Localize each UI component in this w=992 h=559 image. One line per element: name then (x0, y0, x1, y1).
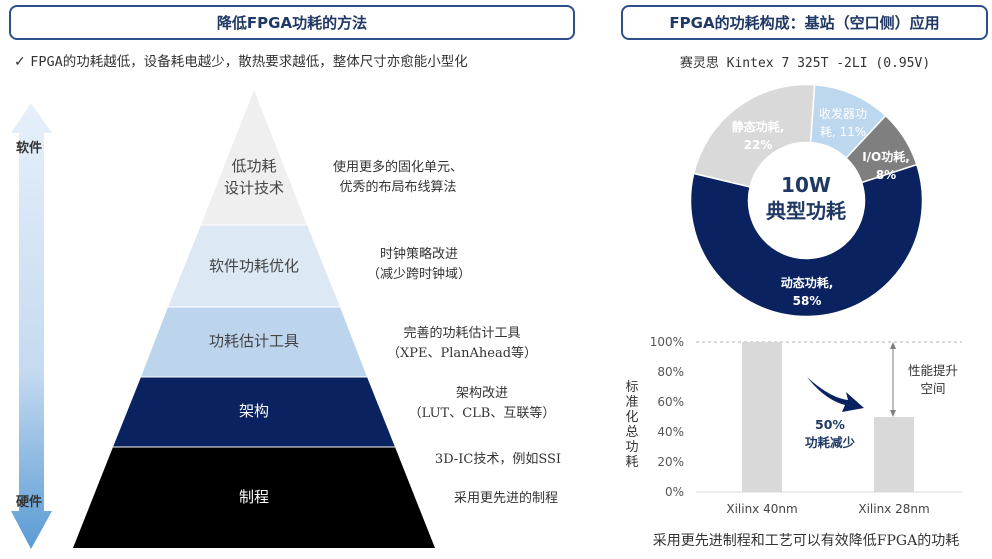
pyramid-layer-3-note: 完善的功耗估计工具 （XPE、PlanAhead等） (382, 324, 542, 364)
pyramid-layer-1 (201, 90, 307, 225)
reduction-percent: 50% (815, 417, 845, 432)
y-tick-20: 20% (657, 455, 684, 469)
donut-segment-dynamic (690, 163, 923, 317)
pyramid-layer-5-note-1: 3D-IC技术，例如SSI (434, 452, 562, 467)
segment-label-line: 8% (875, 168, 897, 182)
pyramid-layer-5 (73, 447, 435, 548)
left-panel-title-box: 降低FPGA功耗的方法 (9, 5, 575, 40)
pyramid-layer-4 (113, 377, 395, 447)
segment-label-line: 58% (792, 294, 822, 308)
pyramid-layer-5-note-2: 采用更先进的制程 (453, 491, 558, 506)
reduction-annotation: 50% 功耗减少 (790, 416, 870, 452)
bar-xilinx-28nm (874, 417, 914, 492)
y-tick-60: 60% (657, 395, 684, 409)
normalized-power-bar-chart (696, 341, 962, 493)
device-subtitle: 赛灵思 Kintex 7 325T -2LI (0.95V) (679, 56, 931, 71)
reduction-arrow-icon (807, 377, 864, 412)
pyramid-layer-4-note: 架构改进 （LUT、CLB、互联等） (402, 384, 562, 424)
headroom-line: 性能提升 (907, 363, 958, 378)
donut-center-caption: 典型功耗 (766, 199, 846, 223)
segment-label-line: 22% (743, 138, 773, 152)
pyramid-layer-1-label: 低功耗 设计技术 (194, 155, 314, 199)
software-hardware-arrow (11, 103, 52, 549)
note-line: 完善的功耗估计工具 (403, 326, 521, 341)
y-tick-80: 80% (657, 365, 684, 379)
segment-label-line: 耗, 11% (819, 125, 867, 139)
check-icon: ✓ (14, 54, 26, 70)
note-line: （LUT、CLB、互联等） (408, 406, 556, 421)
pyramid-layer-3-label: 功耗估计工具 (208, 332, 299, 350)
donut-label-io: I/O功耗, 8% (856, 148, 916, 184)
pyramid-layer-5-label: 制程 (238, 488, 269, 506)
pyramid-layer-1-note: 使用更多的固化单元、 优秀的布局布线算法 (318, 158, 478, 198)
right-panel-title-box: FPGA的功耗构成：基站（空口侧）应用 (621, 5, 988, 40)
bar-chart-caption: 采用更先进制程和工艺可以有效降低FPGA的功耗 (652, 533, 960, 549)
headroom-annotation: 性能提升 空间 (898, 362, 968, 398)
y-tick-0: 0% (664, 485, 684, 499)
y-tick-100: 100% (649, 335, 684, 349)
headroom-line: 空间 (920, 381, 946, 396)
summary-bullet: ✓ FPGA的功耗越低，设备耗电越少，散热要求越低，整体尺寸亦愈能小型化 (14, 50, 468, 70)
software-label: 软件 (16, 141, 43, 156)
pyramid-layer-3 (141, 307, 367, 377)
arrow-down-icon (890, 410, 896, 417)
note-line: 架构改进 (455, 386, 508, 401)
pyramid-layer-2-note: 时钟策略改进 （减少跨时钟域） (354, 245, 484, 285)
donut-segment-static (692, 84, 816, 188)
left-panel-title: 降低FPGA功耗的方法 (216, 14, 368, 32)
double-arrow-icon (11, 103, 52, 549)
layer-label-line: 低功耗 (231, 157, 277, 175)
note-line: 优秀的布局布线算法 (339, 180, 457, 195)
pyramid-layer-2-label: 软件功耗优化 (208, 257, 299, 275)
note-line: （XPE、PlanAhead等） (386, 346, 538, 361)
donut-label-transceiver: 收发器功 耗, 11% (808, 105, 878, 141)
bar-xilinx-40nm (742, 342, 782, 492)
segment-label-line: 静态功耗, (731, 120, 785, 134)
donut-center-value: 10W (781, 173, 831, 197)
note-line: （减少跨时钟域） (366, 267, 471, 282)
power-reduction-pyramid (73, 90, 435, 548)
note-line: 时钟策略改进 (379, 247, 458, 262)
hardware-label: 硬件 (16, 495, 43, 510)
reduction-text: 功耗减少 (804, 435, 855, 450)
donut-label-static: 静态功耗, 22% (718, 118, 798, 154)
right-panel-title: FPGA的功耗构成：基站（空口侧）应用 (669, 14, 940, 32)
segment-label-line: 收发器功 (818, 107, 867, 121)
power-breakdown-donut (690, 84, 923, 317)
donut-label-dynamic: 动态功耗, 58% (762, 274, 852, 310)
layer-label-line: 设计技术 (223, 179, 284, 197)
note-line: 使用更多的固化单元、 (332, 160, 463, 175)
donut-center-label: 10W 典型功耗 (756, 172, 856, 224)
pyramid-layer-2 (168, 225, 340, 307)
arrow-up-icon (890, 342, 896, 349)
x-label-28nm: Xilinx 28nm (858, 502, 930, 516)
y-axis-label: 标准化总功耗 (625, 380, 639, 470)
segment-label-line: 动态功耗, (780, 276, 834, 290)
x-label-40nm: Xilinx 40nm (726, 502, 798, 516)
summary-text: FPGA的功耗越低，设备耗电越少，散热要求越低，整体尺寸亦愈能小型化 (30, 54, 468, 70)
segment-label-line: I/O功耗, (862, 150, 910, 164)
pyramid-layer-4-label: 架构 (238, 402, 269, 420)
y-tick-40: 40% (657, 425, 684, 439)
